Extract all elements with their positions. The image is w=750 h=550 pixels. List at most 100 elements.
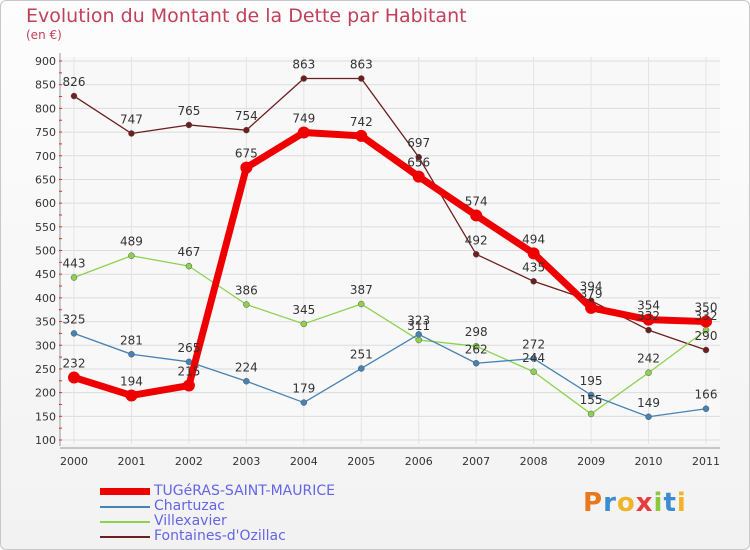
data-label: 863 [350, 58, 373, 72]
y-tick-label: 300 [35, 339, 56, 352]
data-label: 244 [522, 351, 545, 365]
data-point [243, 126, 250, 134]
x-tick-label: 2000 [60, 455, 88, 468]
y-tick-label: 200 [35, 387, 56, 400]
data-label: 332 [637, 309, 660, 323]
data-label: 179 [292, 382, 315, 396]
data-point [472, 360, 480, 367]
data-label: 443 [63, 257, 86, 271]
data-point [530, 355, 537, 362]
y-tick-label: 650 [35, 173, 56, 186]
data-point [702, 346, 710, 354]
y-tick-label: 350 [35, 316, 56, 329]
data-label: 155 [580, 393, 603, 407]
data-point [472, 251, 480, 258]
data-label: 166 [695, 388, 718, 402]
x-tick-label: 2004 [290, 455, 318, 468]
logo-letter: x [635, 488, 654, 518]
data-point [470, 209, 483, 222]
data-point [587, 391, 595, 399]
data-label: 379 [580, 287, 603, 301]
x-tick-label: 2009 [577, 455, 605, 468]
data-point [300, 320, 308, 328]
logo-letter: r [603, 488, 617, 518]
data-label: 345 [292, 303, 315, 317]
data-label: 311 [407, 319, 430, 333]
data-point [587, 410, 595, 418]
data-label: 265 [177, 341, 200, 355]
data-label: 742 [350, 115, 373, 129]
x-tick-label: 2003 [232, 455, 260, 468]
y-tick-label: 750 [35, 126, 56, 139]
data-label: 394 [580, 280, 603, 294]
x-tick-label: 2007 [462, 455, 490, 468]
data-point [300, 75, 308, 82]
data-label: 749 [292, 112, 315, 126]
data-point [70, 92, 78, 100]
series-line [73, 255, 707, 415]
data-label: 325 [63, 312, 86, 326]
data-point [297, 126, 310, 139]
data-label: 194 [120, 374, 143, 388]
data-point [700, 315, 712, 328]
data-label: 675 [235, 147, 258, 161]
legend-label: Fontaines-d'Ozillac [154, 528, 286, 544]
legend-label: Chartuzac [154, 498, 225, 514]
logo-letter: t [663, 488, 677, 518]
data-point [358, 365, 365, 372]
data-point [358, 75, 365, 82]
data-label: 195 [580, 374, 603, 388]
logo-letter: i [653, 488, 664, 518]
proxiti-logo: Proxiti [583, 488, 687, 518]
x-tick-label: 2011 [692, 455, 720, 468]
data-point [70, 330, 78, 337]
data-point [415, 331, 422, 338]
data-point [243, 378, 250, 385]
logo-letter: o [616, 488, 636, 518]
y-tick-label: 600 [35, 197, 56, 210]
data-label: 656 [407, 156, 430, 170]
legend-label: TUGéRAS-SAINT-MAURICE [154, 483, 335, 499]
y-tick-label: 450 [35, 268, 56, 281]
y-tick-label: 900 [35, 55, 56, 68]
x-tick-label: 2010 [635, 455, 663, 468]
data-point [300, 399, 308, 406]
x-tick-label: 2006 [405, 455, 433, 468]
legend-swatch [100, 488, 150, 495]
series-line [73, 332, 707, 418]
data-point [70, 274, 78, 281]
data-label: 863 [292, 58, 315, 72]
series-line [72, 129, 707, 399]
data-label: 467 [177, 245, 200, 259]
data-point [182, 379, 195, 392]
data-point [585, 301, 598, 314]
data-point [530, 368, 537, 376]
data-label: 754 [235, 109, 258, 123]
data-point [68, 371, 80, 384]
data-label: 350 [695, 301, 718, 315]
data-point [355, 129, 368, 142]
series-line [73, 77, 707, 351]
data-point [702, 405, 710, 412]
y-tick-label: 800 [35, 102, 56, 115]
data-point [642, 313, 655, 326]
data-point [185, 121, 193, 129]
data-point [128, 252, 135, 259]
data-point [128, 130, 135, 137]
data-point [527, 247, 540, 260]
y-tick-label: 100 [35, 434, 56, 447]
data-point [472, 342, 480, 350]
data-point [128, 351, 135, 358]
logo-letter: P [583, 488, 604, 518]
data-label: 574 [465, 194, 488, 208]
data-point [240, 161, 253, 174]
data-label: 492 [465, 233, 488, 247]
chart-unit: (en €) [26, 28, 62, 42]
data-label: 489 [120, 235, 143, 249]
data-point [243, 301, 250, 308]
x-tick-label: 2008 [520, 455, 548, 468]
data-point [415, 336, 422, 344]
data-label: 215 [177, 365, 200, 379]
data-label: 242 [637, 352, 660, 366]
y-tick-label: 700 [35, 150, 56, 163]
